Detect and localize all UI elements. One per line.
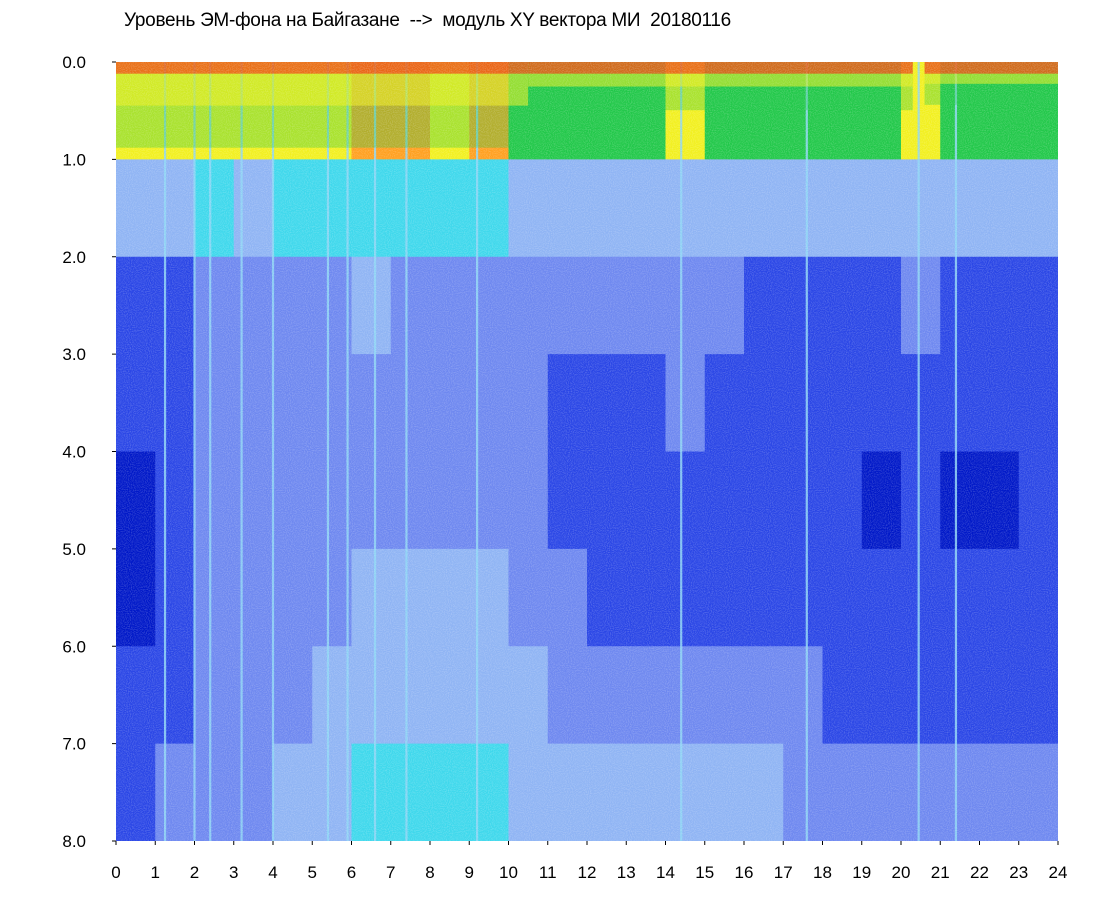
x-tick-label: 15 <box>695 863 714 882</box>
y-tick-label: 3.0 <box>62 345 86 364</box>
x-tick-label: 9 <box>465 863 474 882</box>
x-tick-label: 18 <box>813 863 832 882</box>
x-tick-label: 16 <box>735 863 754 882</box>
x-tick-label: 22 <box>970 863 989 882</box>
x-axis-ticks: 0 1 2 3 4 5 6 7 8 9 10 11 12 13 14 15 16 17 18 19 20 21 22 23 24 <box>111 841 1067 882</box>
x-tick-label: 12 <box>578 863 597 882</box>
y-tick-label: 1.0 <box>62 150 86 169</box>
x-tick-label: 10 <box>499 863 518 882</box>
x-tick-label: 11 <box>539 863 557 882</box>
x-tick-label: 1 <box>151 863 160 882</box>
x-tick-label: 2 <box>190 863 199 882</box>
y-tick-label: 4.0 <box>62 443 86 462</box>
x-tick-label: 5 <box>308 863 317 882</box>
x-tick-label: 7 <box>386 863 395 882</box>
y-tick-label: 2.0 <box>62 248 86 267</box>
x-tick-label: 4 <box>268 863 277 882</box>
x-tick-label: 24 <box>1049 863 1068 882</box>
x-tick-label: 8 <box>425 863 434 882</box>
x-tick-label: 21 <box>931 863 950 882</box>
x-tick-label: 14 <box>656 863 675 882</box>
x-tick-label: 20 <box>892 863 911 882</box>
y-tick-label: 7.0 <box>62 735 86 754</box>
plot-area <box>116 62 1058 841</box>
x-tick-label: 13 <box>617 863 636 882</box>
noise-texture <box>116 62 1058 841</box>
y-tick-label: 8.0 <box>62 832 86 851</box>
x-tick-label: 23 <box>1009 863 1028 882</box>
y-tick-label: 0.0 <box>62 53 86 72</box>
x-tick-label: 0 <box>111 863 120 882</box>
x-tick-label: 19 <box>852 863 871 882</box>
y-axis-ticks: 0.0 1.0 2.0 3.0 4.0 5.0 6.0 7.0 8.0 <box>62 53 116 851</box>
x-tick-label: 17 <box>774 863 793 882</box>
y-tick-label: 6.0 <box>62 637 86 656</box>
y-tick-label: 5.0 <box>62 540 86 559</box>
x-tick-label: 3 <box>229 863 238 882</box>
chart-title: Уровень ЭМ-фона на Байгазане --> модуль … <box>124 10 731 31</box>
x-tick-label: 6 <box>347 863 356 882</box>
